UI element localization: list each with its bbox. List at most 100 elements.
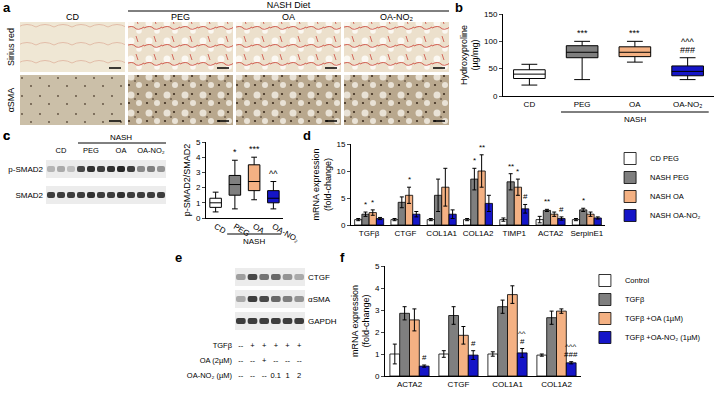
svg-text:COL1A2: COL1A2 [541, 380, 572, 389]
svg-text:5: 5 [196, 138, 201, 147]
svg-text:#: # [520, 337, 525, 346]
svg-text:NASH: NASH [110, 133, 132, 142]
svg-text:1: 1 [196, 199, 201, 208]
svg-text:CTGF: CTGF [448, 380, 470, 389]
svg-text:*: * [582, 196, 585, 205]
svg-text:ACTA2: ACTA2 [397, 380, 423, 389]
svg-text:TIMP1: TIMP1 [503, 229, 527, 238]
svg-text:15: 15 [336, 140, 345, 149]
svg-text:*: * [516, 167, 519, 176]
svg-text:0.1: 0.1 [271, 371, 281, 380]
svg-text:0: 0 [196, 214, 201, 223]
svg-text:p-SMAD2/SMAD2: p-SMAD2/SMAD2 [182, 144, 192, 217]
svg-text:0: 0 [375, 372, 380, 381]
svg-text:NASH PEG: NASH PEG [650, 173, 689, 182]
svg-text:αSMA: αSMA [6, 88, 16, 113]
svg-text:#: # [523, 192, 528, 201]
svg-text:CTGF: CTGF [308, 273, 330, 282]
svg-text:--: -- [285, 356, 290, 365]
svg-text:--: -- [273, 356, 278, 365]
svg-text:OA-NO₂: OA-NO₂ [380, 12, 414, 22]
svg-text:OA: OA [251, 222, 266, 236]
svg-text:COL1A2: COL1A2 [463, 229, 494, 238]
svg-text:0: 0 [493, 92, 498, 101]
svg-text:PEG: PEG [171, 12, 190, 22]
svg-text:#: # [422, 353, 427, 362]
svg-text:+: + [297, 341, 302, 350]
svg-text:Sirius red: Sirius red [6, 28, 16, 66]
svg-text:***: *** [577, 28, 588, 38]
svg-text:2: 2 [196, 183, 201, 192]
svg-text:1: 1 [285, 371, 289, 380]
svg-text:+: + [262, 356, 267, 365]
svg-text:*: * [408, 175, 411, 184]
svg-text:**: ** [544, 197, 550, 206]
svg-text:###: ### [564, 350, 578, 359]
svg-text:#: # [471, 339, 476, 348]
svg-text:CD: CD [213, 222, 228, 236]
svg-text:#: # [559, 205, 564, 214]
svg-text:NASH Diet: NASH Diet [267, 0, 311, 10]
svg-text:αSMA: αSMA [308, 295, 331, 304]
svg-text:NASH: NASH [243, 237, 265, 246]
svg-text:--: -- [297, 356, 302, 365]
svg-text:2: 2 [297, 371, 301, 380]
svg-text:OA (2µM): OA (2µM) [200, 356, 233, 365]
svg-text:+: + [250, 341, 255, 350]
svg-text:**: ** [479, 143, 485, 152]
svg-text:OA: OA [282, 12, 295, 22]
svg-text:CTGF: CTGF [395, 229, 417, 238]
svg-text:TGFβ: TGFβ [359, 229, 380, 238]
svg-text:NASH: NASH [624, 115, 646, 124]
svg-text:3: 3 [196, 168, 201, 177]
svg-text:TGFβ +OA-NO₂ (1µM): TGFβ +OA-NO₂ (1µM) [625, 333, 701, 342]
svg-text:NASH OA-NO₂: NASH OA-NO₂ [650, 211, 701, 220]
svg-text:***: *** [249, 144, 260, 154]
svg-text:+: + [274, 341, 279, 350]
svg-text:+: + [262, 341, 267, 350]
svg-text:4: 4 [375, 284, 380, 293]
svg-text:100: 100 [484, 37, 498, 46]
svg-text:1: 1 [375, 350, 380, 359]
svg-text:5: 5 [341, 194, 346, 203]
svg-text:150: 150 [484, 10, 498, 19]
svg-text:^^^: ^^^ [565, 342, 577, 351]
svg-text:10: 10 [336, 167, 345, 176]
svg-text:mRNA expression(fold-change): mRNA expression(fold-change) [311, 148, 333, 220]
svg-text:50: 50 [488, 64, 497, 73]
svg-text:PEG: PEG [574, 100, 591, 109]
svg-text:CD: CD [66, 12, 79, 22]
svg-text:Hydroxyproline(µg/mg): Hydroxyproline(µg/mg) [459, 25, 481, 85]
svg-text:*: * [364, 200, 367, 209]
svg-text:TGFβ: TGFβ [625, 295, 645, 304]
svg-text:GAPDH: GAPDH [308, 317, 337, 326]
svg-text:^^^: ^^^ [681, 37, 694, 47]
svg-text:OA-NO₂: OA-NO₂ [137, 146, 165, 155]
svg-text:^^: ^^ [518, 329, 526, 338]
svg-text:SMAD2: SMAD2 [15, 191, 43, 200]
svg-text:--: -- [238, 356, 243, 365]
svg-text:***: *** [629, 28, 640, 38]
svg-text:2: 2 [375, 328, 380, 337]
svg-text:PEG: PEG [232, 222, 251, 238]
svg-text:--: -- [238, 371, 243, 380]
svg-text:TGFβ +OA (1µM): TGFβ +OA (1µM) [625, 314, 684, 323]
svg-text:OA-NO₂: OA-NO₂ [673, 100, 702, 109]
svg-text:p-SMAD2: p-SMAD2 [8, 165, 43, 174]
svg-text:CD PEG: CD PEG [650, 154, 679, 163]
svg-text:Control: Control [625, 276, 650, 285]
svg-text:OA-NO₂: OA-NO₂ [270, 222, 300, 244]
svg-text:ACTA2: ACTA2 [538, 229, 564, 238]
svg-text:###: ### [680, 45, 695, 55]
svg-text:^^: ^^ [269, 169, 278, 179]
svg-text:OA: OA [629, 100, 641, 109]
svg-text:*: * [233, 147, 237, 157]
svg-text:4: 4 [196, 153, 201, 162]
svg-text:5: 5 [375, 262, 380, 271]
svg-text:mRNA expression(fold-change): mRNA expression(fold-change) [350, 285, 372, 357]
svg-text:3: 3 [375, 306, 380, 315]
svg-text:NASH OA: NASH OA [650, 192, 684, 201]
svg-text:PEG: PEG [83, 146, 99, 155]
svg-text:*: * [371, 198, 374, 207]
svg-text:CD: CD [56, 146, 67, 155]
